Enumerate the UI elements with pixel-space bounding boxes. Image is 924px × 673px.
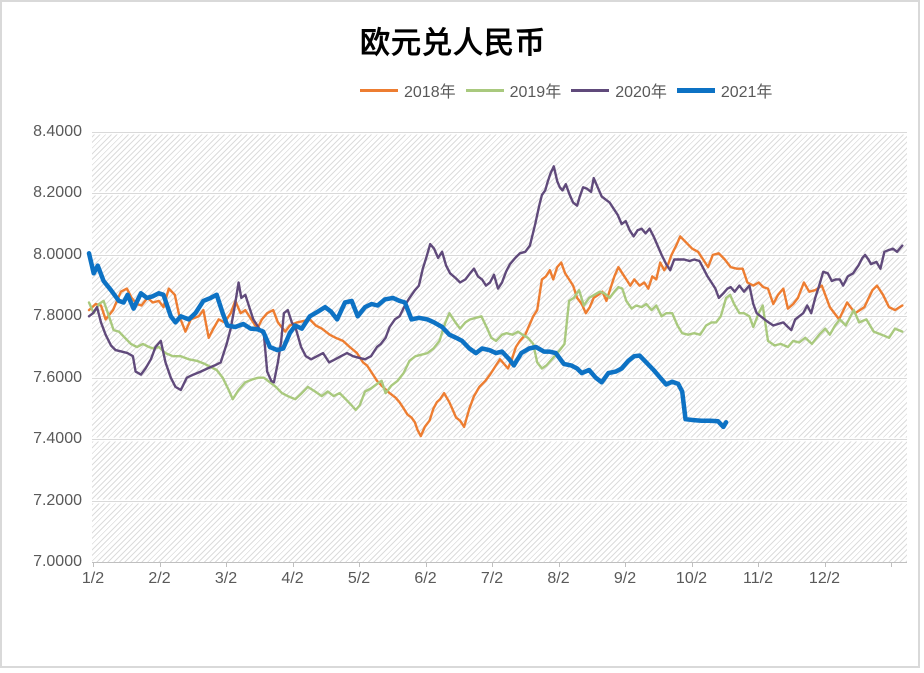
legend-label: 2019年 bbox=[509, 84, 562, 101]
x-axis-label: 11/2 bbox=[743, 570, 773, 587]
x-axis-label: 10/2 bbox=[675, 570, 708, 587]
legend-item-2019: 2019年 bbox=[465, 78, 562, 102]
x-axis-label: 8/2 bbox=[547, 570, 570, 587]
legend-label: 2020年 bbox=[615, 84, 667, 101]
x-axis-label: 7/2 bbox=[480, 570, 504, 587]
chart-legend: 2018年 2019年 2020年 2021年 bbox=[360, 78, 772, 102]
series-line-2021 bbox=[86, 251, 729, 430]
legend-item-2018: 2018年 bbox=[360, 78, 456, 102]
x-axis-label: 1/2 bbox=[81, 570, 105, 587]
x-axis-label: 4/2 bbox=[281, 570, 304, 587]
x-axis-label: 5/2 bbox=[347, 570, 371, 587]
x-axis-label: 12/2 bbox=[808, 570, 841, 587]
legend-line-swatch bbox=[465, 88, 504, 92]
legend-line-swatch bbox=[571, 88, 610, 92]
y-axis-label: 7.0000 bbox=[33, 553, 82, 570]
legend-line-swatch bbox=[360, 88, 398, 92]
x-axis-label: 6/2 bbox=[414, 570, 437, 587]
y-axis-label: 8.4000 bbox=[33, 123, 82, 140]
y-axis-label: 7.6000 bbox=[33, 368, 82, 386]
y-axis-label: 8.2000 bbox=[33, 184, 82, 202]
y-axis-label: 7.2000 bbox=[33, 491, 82, 509]
x-axis-label: 9/2 bbox=[613, 570, 637, 587]
x-axis-label: 3/2 bbox=[214, 570, 238, 587]
legend-label: 2018年 bbox=[404, 84, 456, 101]
y-axis-label: 8.0000 bbox=[33, 245, 82, 263]
x-axis-label: 2/2 bbox=[148, 570, 171, 587]
chart-title: 欧元兑人民币 bbox=[360, 27, 546, 60]
legend-line-swatch bbox=[676, 87, 715, 93]
legend-item-2020: 2020年 bbox=[571, 78, 667, 102]
series-line-2020 bbox=[87, 165, 904, 392]
plot-area-hatch-background bbox=[92, 132, 907, 562]
y-axis-label: 7.4000 bbox=[33, 430, 82, 448]
y-axis-label: 7.8000 bbox=[33, 307, 82, 325]
series-line-2018 bbox=[87, 235, 904, 438]
legend-label: 2021年 bbox=[720, 84, 773, 101]
series-line-2019 bbox=[87, 285, 904, 412]
legend-item-2021: 2021年 bbox=[676, 78, 773, 102]
